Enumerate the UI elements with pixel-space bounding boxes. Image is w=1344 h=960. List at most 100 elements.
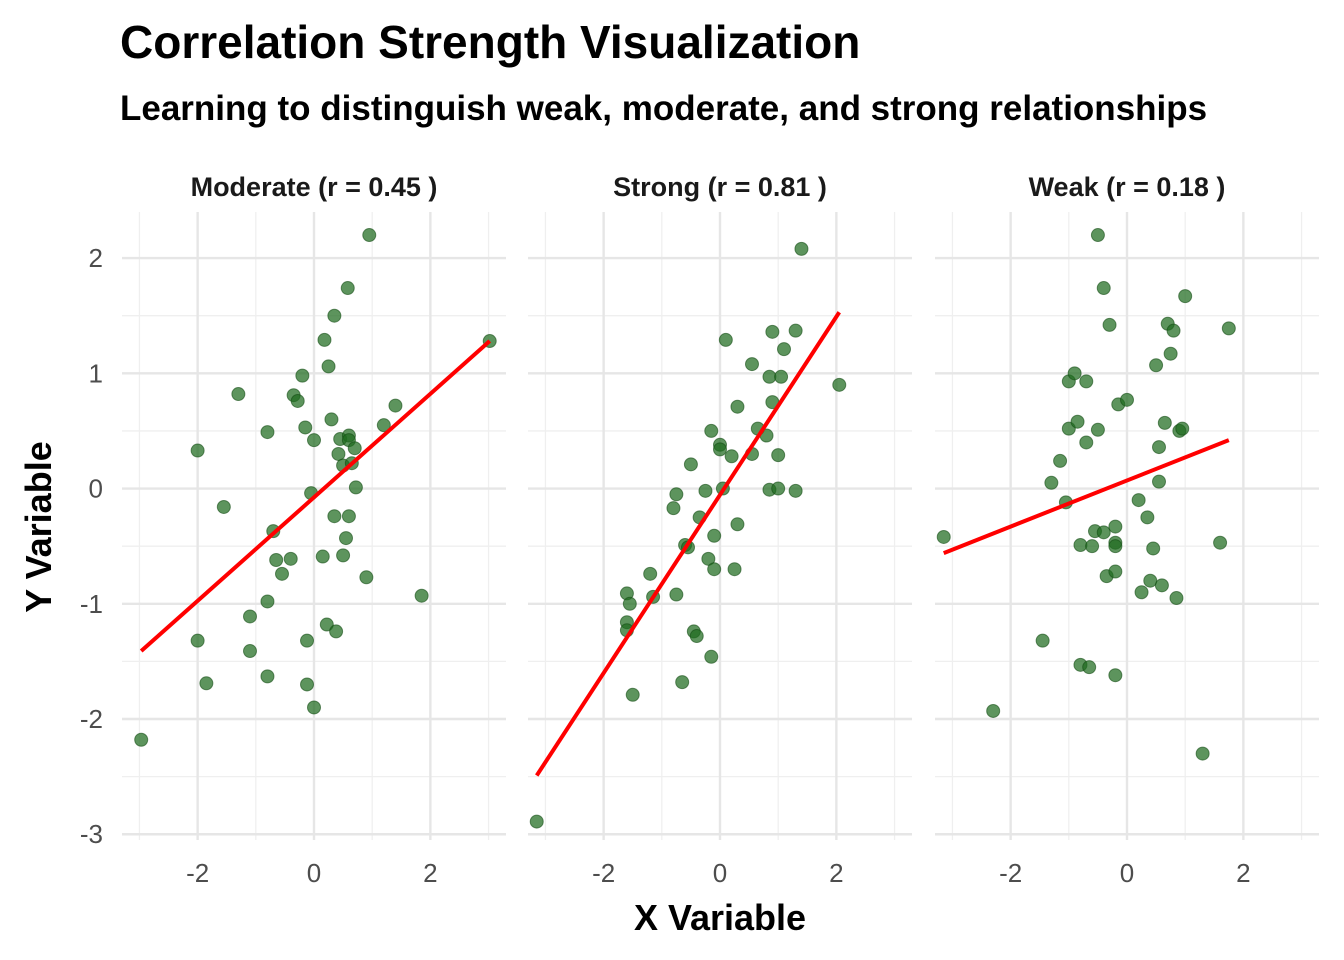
- data-point: [730, 517, 745, 532]
- data-point: [1213, 535, 1228, 550]
- data-point: [777, 342, 791, 357]
- data-point: [1175, 421, 1190, 436]
- data-point: [231, 387, 246, 402]
- chart-subtitle: Learning to distinguish weak, moderate, …: [120, 89, 1207, 128]
- data-point: [1152, 474, 1166, 489]
- facet-panel: Weak (r = 0.18 ) -2 0 2: [935, 172, 1319, 888]
- data-point: [1157, 415, 1172, 430]
- data-point: [745, 357, 759, 372]
- data-point: [669, 587, 684, 602]
- data-point: [216, 499, 231, 514]
- data-point: [341, 509, 356, 524]
- data-point: [1082, 660, 1097, 675]
- data-point: [327, 509, 342, 524]
- data-point: [1035, 633, 1050, 648]
- data-point: [199, 676, 214, 691]
- data-point: [1178, 289, 1193, 304]
- data-point: [321, 359, 336, 374]
- data-point: [348, 480, 363, 495]
- data-point: [529, 814, 544, 829]
- data-point: [1146, 541, 1161, 556]
- data-point: [724, 449, 739, 464]
- regression-line: [535, 311, 841, 777]
- data-point: [698, 483, 713, 498]
- data-point: [788, 323, 803, 338]
- facet-panel: Moderate (r = 0.45 ) -2 0 2: [122, 172, 506, 888]
- data-point: [1108, 519, 1123, 534]
- chart-title: Correlation Strength Visualization: [120, 16, 860, 68]
- data-point: [1067, 366, 1082, 381]
- data-point: [340, 281, 355, 296]
- data-point: [771, 448, 786, 463]
- data-point: [307, 433, 321, 448]
- data-point: [359, 570, 374, 585]
- y-tick-label: 0: [89, 474, 103, 504]
- data-point: [986, 703, 1001, 718]
- x-tick-label: 2: [423, 858, 437, 888]
- data-point: [243, 609, 257, 624]
- y-tick-label: -3: [80, 819, 103, 849]
- data-point: [666, 501, 681, 516]
- data-point: [260, 425, 275, 440]
- y-tick-label: 2: [89, 243, 103, 273]
- facet-label: Weak (r = 0.18 ): [1029, 172, 1226, 202]
- data-point: [788, 483, 803, 498]
- data-point: [1108, 539, 1123, 554]
- data-point: [414, 588, 429, 603]
- y-tick-label: 1: [89, 358, 103, 388]
- data-point: [295, 368, 310, 383]
- data-point: [298, 420, 313, 435]
- data-point: [243, 644, 257, 659]
- data-point: [675, 675, 690, 690]
- data-point: [1090, 422, 1105, 437]
- facet-panel: Strong (r = 0.81 ) -2 0 2: [528, 172, 912, 888]
- x-axis-title: X Variable: [634, 897, 806, 938]
- regression-line: [139, 339, 492, 653]
- data-point: [1195, 746, 1210, 761]
- x-tick-label: -2: [592, 858, 615, 888]
- y-axis-title: Y Variable: [18, 441, 59, 612]
- data-point: [669, 487, 684, 502]
- data-point: [1152, 440, 1166, 455]
- data-point: [622, 596, 637, 611]
- data-point: [1053, 453, 1068, 468]
- data-point: [327, 308, 342, 323]
- data-point: [134, 732, 149, 747]
- data-point: [315, 549, 330, 564]
- data-point: [625, 687, 640, 702]
- data-point: [1096, 525, 1111, 540]
- data-point: [936, 529, 951, 544]
- data-point: [347, 441, 362, 456]
- data-point: [1143, 573, 1158, 588]
- data-point: [727, 562, 742, 577]
- data-point: [1096, 281, 1111, 296]
- y-tick-label: -1: [80, 589, 103, 619]
- data-point: [275, 566, 289, 581]
- data-point: [376, 418, 391, 433]
- x-tick-label: 0: [713, 858, 727, 888]
- data-point: [643, 566, 658, 581]
- data-point: [1140, 510, 1155, 525]
- data-point: [283, 551, 298, 566]
- data-point: [1169, 591, 1184, 606]
- data-point: [317, 332, 332, 347]
- data-point: [683, 457, 698, 472]
- data-point: [1070, 414, 1085, 429]
- data-point: [1149, 358, 1164, 373]
- data-point: [290, 393, 305, 408]
- data-point: [718, 332, 733, 347]
- data-point: [704, 423, 719, 438]
- x-tick-label: 2: [829, 858, 843, 888]
- data-point: [774, 369, 789, 384]
- data-point: [794, 241, 809, 256]
- x-tick-label: -2: [999, 858, 1022, 888]
- data-point: [832, 377, 847, 392]
- data-point: [1108, 564, 1123, 579]
- data-point: [260, 669, 275, 684]
- data-point: [300, 633, 315, 648]
- data-point: [707, 528, 722, 543]
- data-point: [1108, 668, 1123, 683]
- x-tick-label: 0: [307, 858, 321, 888]
- data-point: [1166, 323, 1181, 338]
